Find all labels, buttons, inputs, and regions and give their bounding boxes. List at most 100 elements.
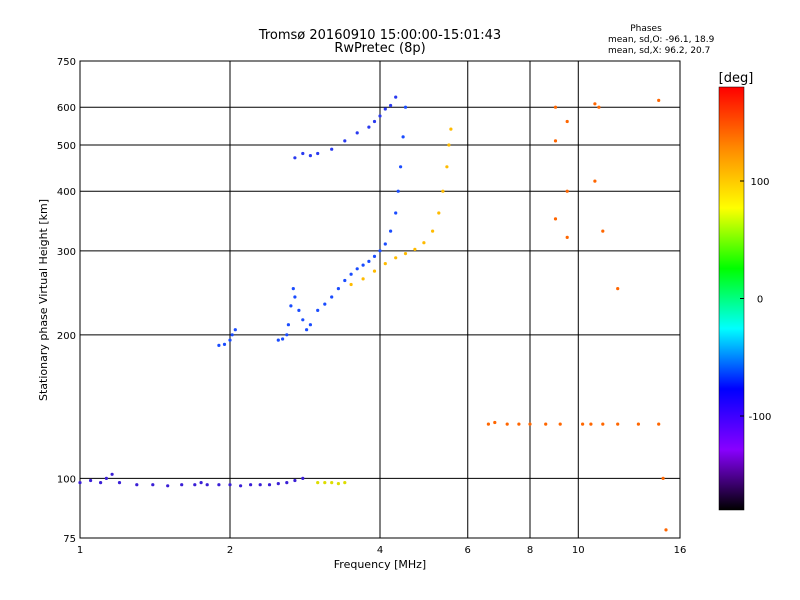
data-point: [285, 481, 289, 485]
y-tick-label: 75: [63, 534, 76, 545]
data-point: [361, 263, 365, 267]
data-point: [249, 483, 253, 487]
data-point: [657, 422, 661, 426]
data-point: [372, 254, 377, 258]
data-point: [389, 229, 393, 233]
data-point: [486, 422, 490, 426]
data-point: [441, 189, 445, 193]
data-point: [180, 483, 184, 487]
data-point: [330, 481, 334, 485]
data-point: [217, 343, 221, 347]
data-point: [293, 156, 297, 160]
data-point: [336, 482, 340, 486]
data-point: [372, 119, 377, 124]
data-point: [367, 259, 371, 263]
data-point: [553, 217, 558, 221]
data-point: [355, 267, 359, 271]
data-point: [367, 125, 371, 129]
data-point: [276, 482, 280, 486]
data-point: [401, 135, 405, 139]
data-point: [166, 484, 170, 488]
x-tick-label: 16: [674, 545, 687, 556]
data-point: [431, 229, 435, 233]
chart-subtitle: RwPretec (8p): [334, 41, 425, 56]
data-point: [239, 484, 243, 488]
data-point: [517, 422, 521, 426]
x-axis-ticks: 1 2 4 6 8 10 16: [77, 545, 687, 556]
data-point: [276, 338, 280, 342]
data-point: [316, 308, 320, 312]
data-point: [664, 528, 668, 532]
data-point: [230, 333, 234, 337]
y-tick-label: 300: [57, 247, 76, 258]
data-point: [281, 337, 285, 341]
data-point: [286, 323, 290, 327]
grid-lines: [80, 61, 680, 538]
data-point: [445, 165, 449, 169]
data-point: [316, 151, 320, 156]
x-tick-label: 10: [572, 545, 585, 556]
data-point: [396, 189, 400, 193]
data-point: [349, 282, 353, 287]
data-point: [355, 131, 359, 135]
data-point: [301, 151, 305, 156]
data-point: [616, 422, 620, 426]
data-point: [413, 247, 417, 251]
data-point: [389, 103, 393, 108]
y-tick-label: 500: [57, 141, 76, 152]
x-tick-label: 1: [77, 545, 83, 556]
data-point: [228, 483, 232, 487]
data-point: [349, 272, 353, 276]
chart-title: Tromsø 20160910 15:00:00-15:01:43: [258, 28, 501, 43]
data-point: [285, 333, 289, 337]
data-point: [222, 342, 227, 346]
x-tick-label: 4: [377, 545, 383, 556]
data-point: [301, 476, 305, 480]
colorbar-tick-label: 0: [757, 295, 763, 306]
data-point: [558, 422, 562, 426]
data-point: [422, 241, 426, 245]
data-point: [117, 481, 122, 485]
y-tick-label: 400: [57, 187, 76, 198]
data-point: [110, 472, 114, 476]
data-point: [403, 105, 408, 109]
data-point: [553, 139, 558, 143]
data-point: [636, 422, 641, 426]
plot-area: 1 2 4 6 8 10 16 75 100 200 300 400 500 600 750: [57, 57, 686, 556]
data-point: [616, 287, 620, 291]
colorbar-tick-label: 100: [750, 177, 769, 188]
y-tick-label: 600: [57, 103, 76, 114]
data-point: [293, 478, 297, 483]
data-point: [544, 422, 548, 426]
data-point: [291, 287, 295, 291]
data-point: [394, 211, 398, 215]
y-tick-label: 200: [57, 331, 76, 342]
data-point: [437, 211, 441, 215]
data-point: [343, 481, 347, 485]
y-tick-label: 750: [57, 57, 76, 68]
data-point: [293, 295, 297, 299]
data-point: [78, 481, 82, 485]
data-point: [343, 139, 347, 143]
data-point: [305, 328, 309, 332]
data-point: [308, 323, 312, 327]
data-point: [493, 420, 497, 425]
data-point: [597, 105, 601, 109]
data-point: [267, 483, 272, 487]
data-point: [657, 98, 661, 102]
data-point: [323, 302, 327, 306]
data-point: [308, 154, 312, 158]
data-point: [289, 304, 293, 308]
colorbar-tick-label: -100: [749, 412, 772, 423]
data-point: [330, 147, 334, 151]
data-point: [151, 483, 155, 487]
data-point: [316, 481, 320, 485]
x-tick-label: 2: [227, 545, 233, 556]
data-point: [228, 338, 232, 342]
data-point: [593, 179, 597, 183]
data-point: [601, 229, 605, 233]
data-point: [565, 189, 569, 193]
data-point: [565, 119, 569, 124]
phases-mean-o: mean, sd,O: -96.1, 18.9: [608, 35, 715, 45]
data-point: [135, 483, 139, 487]
